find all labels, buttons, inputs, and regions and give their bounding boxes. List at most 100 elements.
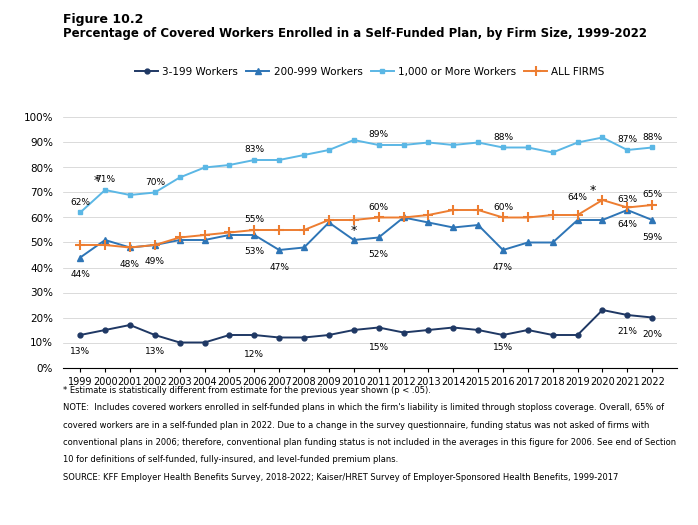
Text: 47%: 47% — [269, 262, 289, 271]
Text: covered workers are in a self-funded plan in 2022. Due to a change in the survey: covered workers are in a self-funded pla… — [63, 421, 649, 429]
Text: 15%: 15% — [493, 342, 513, 352]
ALL FIRMS — [449, 207, 457, 213]
ALL FIRMS — [424, 212, 433, 218]
200-999 Workers — [399, 214, 408, 220]
3-199 Workers — [499, 332, 507, 338]
Text: 55%: 55% — [244, 215, 265, 225]
1,000 or More Workers — [225, 162, 234, 168]
200-999 Workers — [524, 239, 532, 246]
3-199 Workers — [648, 314, 656, 321]
200-999 Workers — [76, 254, 84, 260]
Text: 15%: 15% — [369, 342, 389, 352]
200-999 Workers — [499, 247, 507, 253]
Text: 60%: 60% — [493, 203, 513, 212]
3-199 Workers — [573, 332, 581, 338]
3-199 Workers — [151, 332, 159, 338]
3-199 Workers — [250, 332, 258, 338]
Text: *: * — [590, 184, 596, 197]
3-199 Workers — [300, 334, 309, 341]
ALL FIRMS — [573, 212, 581, 218]
200-999 Workers — [200, 237, 209, 243]
1,000 or More Workers — [598, 134, 607, 141]
3-199 Workers — [275, 334, 283, 341]
Text: 21%: 21% — [617, 328, 637, 337]
Text: 62%: 62% — [70, 198, 90, 207]
200-999 Workers — [250, 232, 258, 238]
ALL FIRMS — [200, 232, 209, 238]
Line: 1,000 or More Workers: 1,000 or More Workers — [77, 135, 655, 215]
1,000 or More Workers — [424, 139, 433, 145]
1,000 or More Workers — [101, 187, 110, 193]
200-999 Workers — [275, 247, 283, 253]
ALL FIRMS — [549, 212, 557, 218]
1,000 or More Workers — [250, 157, 258, 163]
Text: 48%: 48% — [120, 260, 140, 269]
200-999 Workers — [424, 219, 433, 226]
ALL FIRMS — [524, 214, 532, 220]
200-999 Workers — [549, 239, 557, 246]
Text: 64%: 64% — [567, 193, 588, 202]
3-199 Workers — [325, 332, 333, 338]
200-999 Workers — [623, 207, 632, 213]
1,000 or More Workers — [126, 192, 134, 198]
Line: 200-999 Workers: 200-999 Workers — [77, 207, 655, 260]
1,000 or More Workers — [524, 144, 532, 151]
ALL FIRMS — [399, 214, 408, 220]
3-199 Workers — [399, 329, 408, 335]
Line: ALL FIRMS: ALL FIRMS — [75, 195, 657, 252]
Text: conventional plans in 2006; therefore, conventional plan funding status is not i: conventional plans in 2006; therefore, c… — [63, 438, 676, 447]
1,000 or More Workers — [325, 147, 333, 153]
Text: 44%: 44% — [70, 270, 90, 279]
1,000 or More Workers — [648, 144, 656, 151]
Text: 87%: 87% — [617, 135, 637, 144]
Text: 60%: 60% — [369, 203, 389, 212]
Text: 52%: 52% — [369, 250, 389, 259]
200-999 Workers — [325, 219, 333, 226]
ALL FIRMS — [350, 217, 358, 223]
Text: 10 for definitions of self-funded, fully-insured, and level-funded premium plans: 10 for definitions of self-funded, fully… — [63, 455, 398, 464]
200-999 Workers — [474, 222, 482, 228]
1,000 or More Workers — [350, 137, 358, 143]
Text: Figure 10.2: Figure 10.2 — [63, 13, 143, 26]
Text: *: * — [350, 225, 357, 237]
1,000 or More Workers — [175, 174, 184, 181]
3-199 Workers — [175, 339, 184, 345]
Text: Percentage of Covered Workers Enrolled in a Self-Funded Plan, by Firm Size, 1999: Percentage of Covered Workers Enrolled i… — [63, 27, 647, 40]
Text: 88%: 88% — [493, 133, 513, 142]
Text: 13%: 13% — [144, 348, 165, 356]
Text: 89%: 89% — [369, 130, 389, 140]
200-999 Workers — [573, 217, 581, 223]
Text: SOURCE: KFF Employer Health Benefits Survey, 2018-2022; Kaiser/HRET Survey of Em: SOURCE: KFF Employer Health Benefits Sur… — [63, 472, 618, 481]
Text: *: * — [94, 174, 100, 187]
3-199 Workers — [623, 312, 632, 318]
ALL FIRMS — [151, 242, 159, 248]
3-199 Workers — [225, 332, 234, 338]
ALL FIRMS — [275, 227, 283, 233]
ALL FIRMS — [300, 227, 309, 233]
1,000 or More Workers — [549, 149, 557, 155]
Text: 59%: 59% — [642, 233, 662, 242]
1,000 or More Workers — [200, 164, 209, 171]
Text: 71%: 71% — [95, 175, 115, 184]
Text: 12%: 12% — [244, 350, 265, 359]
1,000 or More Workers — [623, 147, 632, 153]
200-999 Workers — [151, 242, 159, 248]
Legend: 3-199 Workers, 200-999 Workers, 1,000 or More Workers, ALL FIRMS: 3-199 Workers, 200-999 Workers, 1,000 or… — [131, 63, 609, 81]
ALL FIRMS — [175, 234, 184, 240]
1,000 or More Workers — [151, 190, 159, 196]
1,000 or More Workers — [449, 142, 457, 148]
1,000 or More Workers — [76, 209, 84, 216]
ALL FIRMS — [126, 244, 134, 250]
1,000 or More Workers — [374, 142, 383, 148]
3-199 Workers — [200, 339, 209, 345]
ALL FIRMS — [374, 214, 383, 220]
3-199 Workers — [449, 324, 457, 331]
ALL FIRMS — [648, 202, 656, 208]
3-199 Workers — [474, 327, 482, 333]
ALL FIRMS — [250, 227, 258, 233]
200-999 Workers — [101, 237, 110, 243]
Text: NOTE:  Includes covered workers enrolled in self-funded plans in which the firm': NOTE: Includes covered workers enrolled … — [63, 403, 664, 412]
3-199 Workers — [598, 307, 607, 313]
Text: 88%: 88% — [642, 133, 662, 142]
Text: 53%: 53% — [244, 247, 265, 257]
